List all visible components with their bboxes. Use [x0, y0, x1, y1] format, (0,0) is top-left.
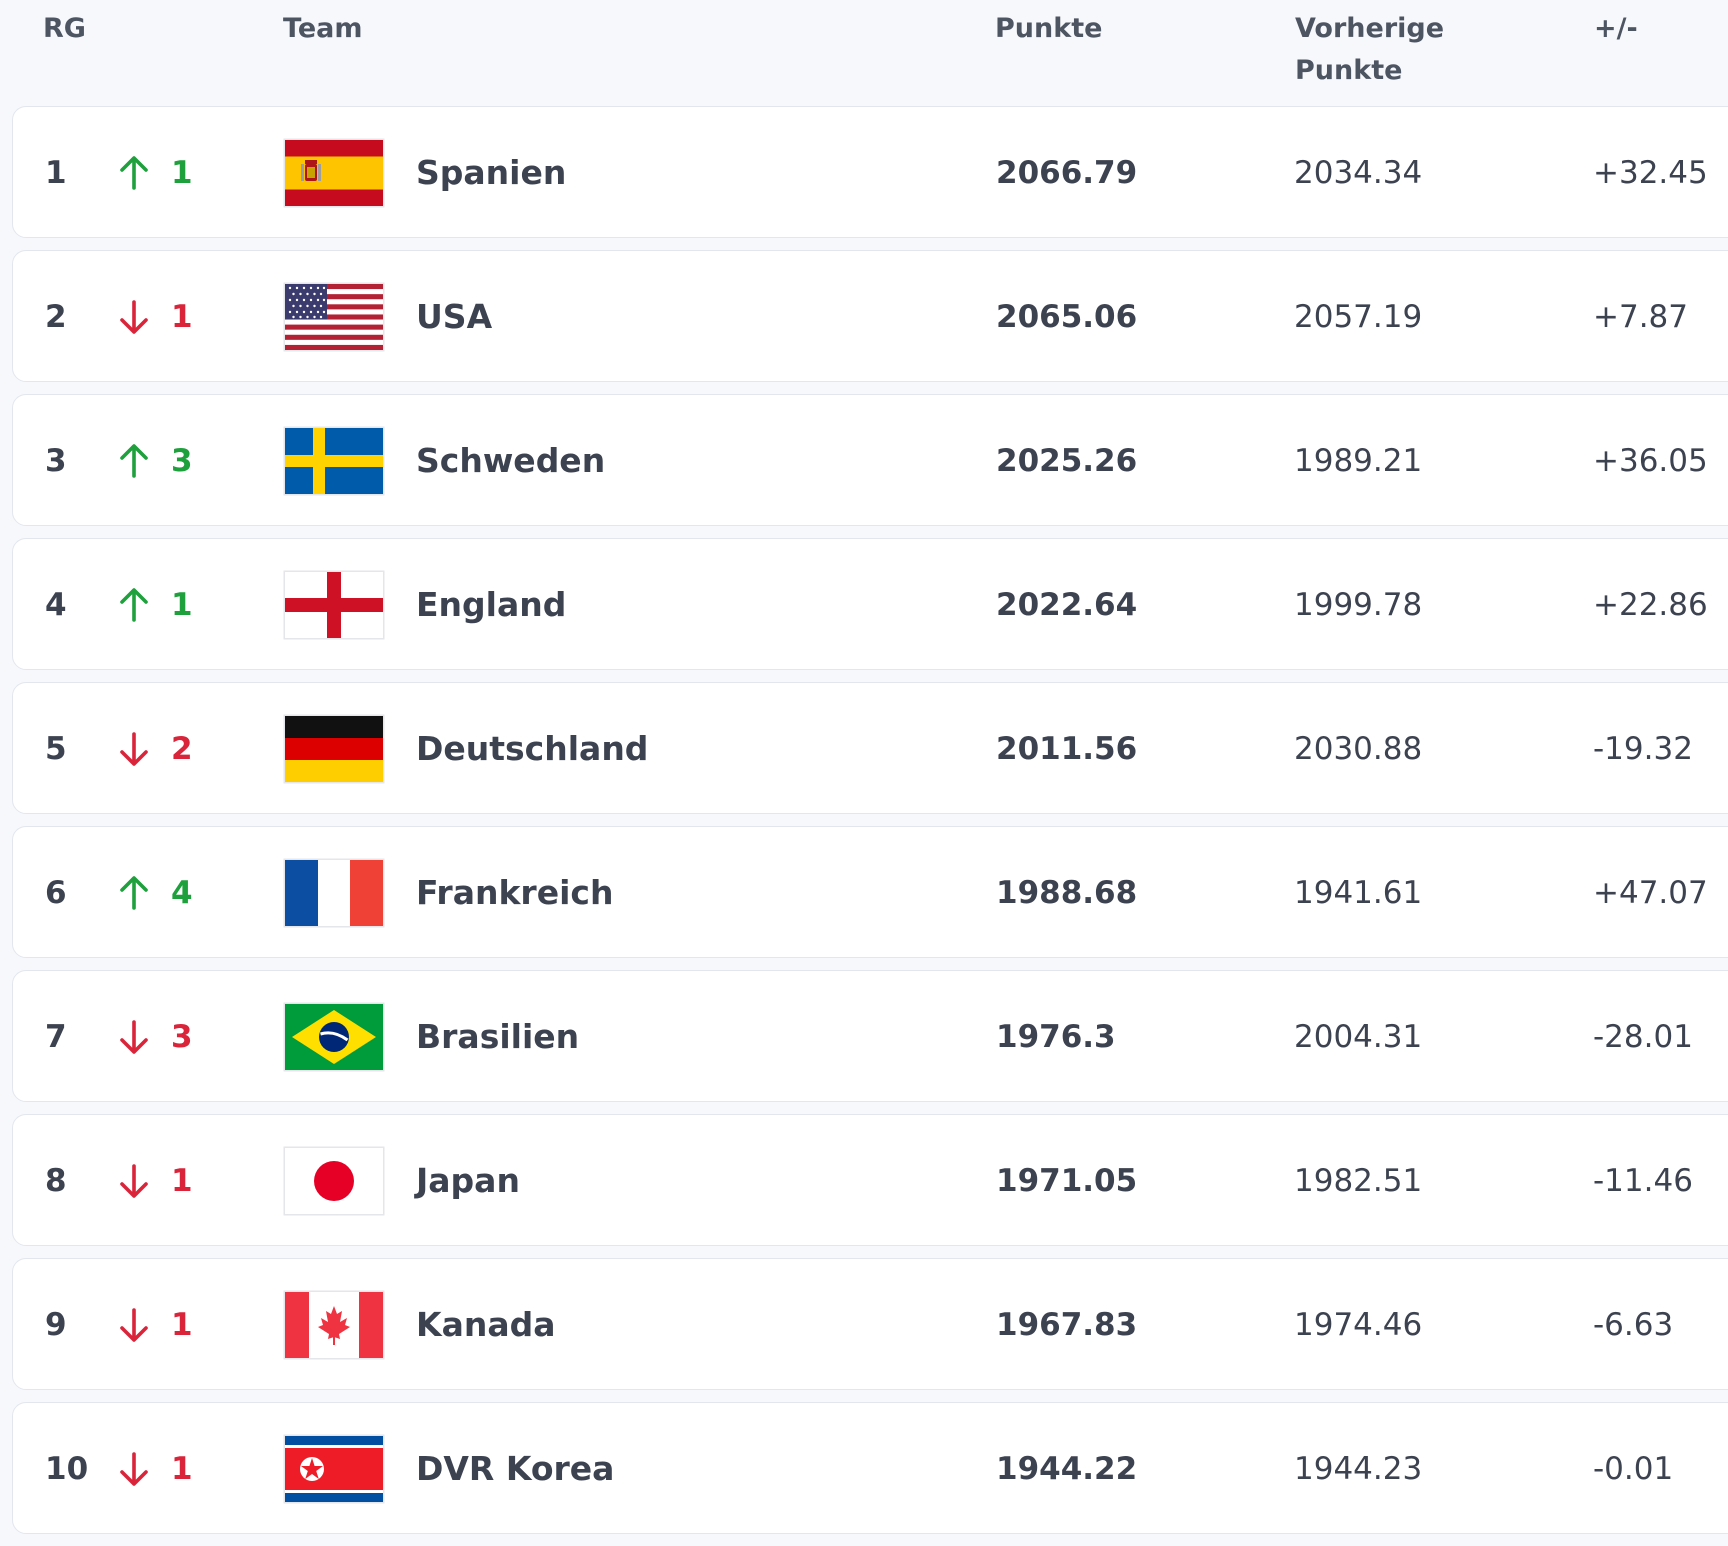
points-diff-value: -0.01	[1593, 1451, 1674, 1487]
points-value: 2011.56	[996, 731, 1138, 767]
table-row[interactable]: 6 4 Frankreich 1988.68 1941.61 +47.07	[12, 826, 1728, 958]
team-name[interactable]: Japan	[416, 1161, 520, 1200]
team-name[interactable]: DVR Korea	[416, 1449, 615, 1488]
table-row[interactable]: 9 1 Kanada 1967.83 1974.46 -6.63	[12, 1258, 1728, 1390]
points-value: 2022.64	[996, 587, 1138, 623]
points-value: 2025.26	[996, 443, 1138, 479]
points-diff-value: +7.87	[1593, 299, 1688, 335]
spain-flag-icon	[285, 140, 383, 206]
arrow-up-icon	[120, 444, 148, 478]
dpr-korea-flag-icon	[285, 1436, 383, 1502]
previous-points-value: 1941.61	[1294, 875, 1423, 911]
table-row[interactable]: 3 3 Schweden 2025.26 1989.21 +36.05	[12, 394, 1728, 526]
arrow-down-icon	[120, 300, 148, 334]
rank-change: 4	[171, 875, 193, 911]
table-row[interactable]: 10 1 DVR Korea 1944.22 1944.23 -0.01	[12, 1402, 1728, 1534]
england-flag-icon	[285, 572, 383, 638]
previous-points-value: 1989.21	[1294, 443, 1423, 479]
points-diff-value: -11.46	[1593, 1163, 1693, 1199]
rank-value: 7	[45, 1019, 67, 1055]
header-previous-line1: Vorherige	[1295, 13, 1445, 44]
team-name[interactable]: Schweden	[416, 441, 606, 480]
rank-value: 8	[45, 1163, 67, 1199]
previous-points-value: 1974.46	[1294, 1307, 1423, 1343]
previous-points-value: 2034.34	[1294, 155, 1423, 191]
rank-value: 4	[45, 587, 67, 623]
canada-flag-icon	[285, 1292, 383, 1358]
rank-change: 1	[171, 155, 193, 191]
table-header: RG Team Punkte Vorherige Punkte +/-	[0, 0, 1728, 104]
header-previous-line2: Punkte	[1295, 55, 1403, 86]
arrow-down-icon	[120, 1164, 148, 1198]
rank-change: 1	[171, 587, 193, 623]
arrow-up-icon	[120, 876, 148, 910]
team-name[interactable]: England	[416, 585, 567, 624]
team-name[interactable]: Kanada	[416, 1305, 556, 1344]
team-name[interactable]: Spanien	[416, 153, 567, 192]
table-row[interactable]: 2 1 USA 2065.06 2057.19 +7.87	[12, 250, 1728, 382]
usa-flag-icon	[285, 284, 383, 350]
rank-value: 3	[45, 443, 67, 479]
rank-change: 1	[171, 1163, 193, 1199]
header-previous-points[interactable]: Vorherige Punkte	[1295, 8, 1444, 92]
team-name[interactable]: Deutschland	[416, 729, 649, 768]
rank-value: 2	[45, 299, 67, 335]
arrow-down-icon	[120, 732, 148, 766]
arrow-down-icon	[120, 1020, 148, 1054]
points-diff-value: +47.07	[1593, 875, 1708, 911]
points-diff-value: -6.63	[1593, 1307, 1674, 1343]
points-value: 1976.3	[996, 1019, 1116, 1055]
arrow-down-icon	[120, 1308, 148, 1342]
rank-change: 1	[171, 1451, 193, 1487]
points-value: 1971.05	[996, 1163, 1138, 1199]
points-diff-value: +36.05	[1593, 443, 1708, 479]
points-value: 2066.79	[996, 155, 1138, 191]
rank-change: 3	[171, 1019, 193, 1055]
rank-value: 10	[45, 1451, 89, 1487]
rank-change: 3	[171, 443, 193, 479]
points-diff-value: +22.86	[1593, 587, 1708, 623]
points-value: 2065.06	[996, 299, 1138, 335]
table-row[interactable]: 4 1 England 2022.64 1999.78 +22.86	[12, 538, 1728, 670]
points-value: 1988.68	[996, 875, 1138, 911]
header-team[interactable]: Team	[283, 13, 363, 44]
previous-points-value: 1999.78	[1294, 587, 1423, 623]
team-name[interactable]: Brasilien	[416, 1017, 580, 1056]
previous-points-value: 1944.23	[1294, 1451, 1423, 1487]
rank-value: 5	[45, 731, 67, 767]
sweden-flag-icon	[285, 428, 383, 494]
header-rank[interactable]: RG	[43, 13, 86, 44]
points-value: 1967.83	[996, 1307, 1138, 1343]
header-points[interactable]: Punkte	[995, 13, 1103, 44]
previous-points-value: 2057.19	[1294, 299, 1423, 335]
rank-change: 1	[171, 299, 193, 335]
points-diff-value: +32.45	[1593, 155, 1708, 191]
team-name[interactable]: USA	[416, 297, 493, 336]
arrow-up-icon	[120, 156, 148, 190]
points-diff-value: -19.32	[1593, 731, 1693, 767]
team-name[interactable]: Frankreich	[416, 873, 614, 912]
previous-points-value: 1982.51	[1294, 1163, 1423, 1199]
header-diff[interactable]: +/-	[1594, 13, 1638, 44]
points-value: 1944.22	[996, 1451, 1138, 1487]
points-diff-value: -28.01	[1593, 1019, 1693, 1055]
germany-flag-icon	[285, 716, 383, 782]
rank-change: 1	[171, 1307, 193, 1343]
rank-value: 6	[45, 875, 67, 911]
table-row[interactable]: 8 1 Japan 1971.05 1982.51 -11.46	[12, 1114, 1728, 1246]
arrow-up-icon	[120, 588, 148, 622]
brazil-flag-icon	[285, 1004, 383, 1070]
france-flag-icon	[285, 860, 383, 926]
arrow-down-icon	[120, 1452, 148, 1486]
previous-points-value: 2030.88	[1294, 731, 1423, 767]
previous-points-value: 2004.31	[1294, 1019, 1423, 1055]
rank-change: 2	[171, 731, 193, 767]
rank-value: 1	[45, 155, 67, 191]
rank-value: 9	[45, 1307, 67, 1343]
table-row[interactable]: 1 1 Spanien 2066.79 2034.34 +32.45	[12, 106, 1728, 238]
japan-flag-icon	[285, 1148, 383, 1214]
table-row[interactable]: 5 2 Deutschland 2011.56 2030.88 -19.32	[12, 682, 1728, 814]
table-row[interactable]: 7 3 Brasilien 1976.3 2004.31 -28.01	[12, 970, 1728, 1102]
